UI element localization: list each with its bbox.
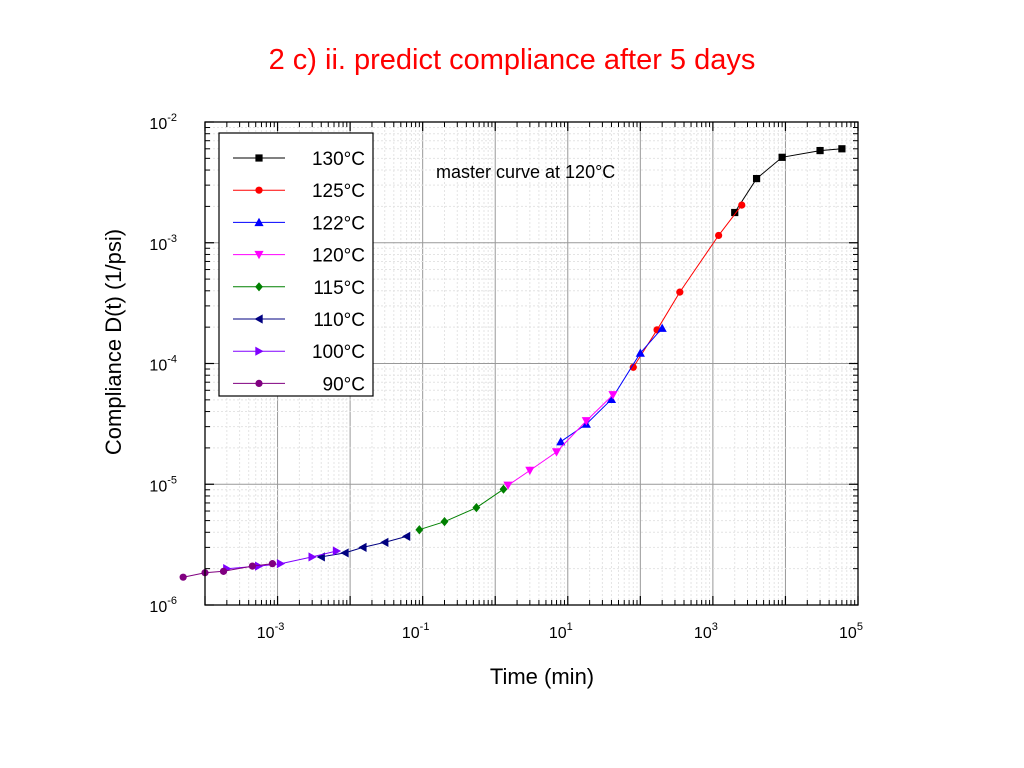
series-3 [503, 391, 618, 490]
series-line [560, 327, 663, 443]
data-point [556, 437, 566, 446]
data-point [268, 560, 277, 568]
data-point [551, 448, 562, 457]
legend-label: 115°C [313, 278, 365, 299]
data-point [635, 348, 645, 357]
data-point [503, 481, 513, 490]
slide-title: 2 c) ii. predict compliance after 5 days [268, 44, 756, 76]
series-6 [223, 546, 342, 574]
legend-label: 90°C [323, 374, 365, 395]
y-axis-title: Compliance D(t) (1/psi) [101, 229, 126, 455]
data-point [738, 201, 746, 209]
x-axis-title: Time (min) [490, 664, 594, 689]
annotation-master-curve: master curve at 120°C [436, 162, 615, 182]
tick-labels: 10-3 10-1 101 103 105 10-6 10-5 10-4 10-3 10-2 [149, 112, 863, 642]
y-tick-label: 10-4 [149, 354, 177, 375]
data-point [276, 559, 286, 569]
data-point [499, 484, 508, 494]
series-layer [179, 145, 846, 581]
y-tick-label: 10-6 [149, 595, 177, 616]
data-point [472, 503, 481, 513]
legend-label: 122°C [312, 213, 365, 234]
data-point [340, 548, 349, 558]
x-tick-label: 101 [549, 621, 573, 642]
legend-label: 100°C [312, 342, 365, 363]
legend-box [218, 132, 374, 397]
data-point [838, 145, 846, 153]
series-7 [179, 560, 277, 581]
data-point [248, 562, 256, 570]
data-point [778, 153, 786, 161]
series-line [226, 550, 337, 570]
data-point [415, 525, 424, 535]
data-point [752, 174, 761, 183]
data-point [308, 552, 317, 562]
data-point [179, 573, 187, 581]
x-tick-label: 10-1 [402, 621, 430, 642]
series-4 [415, 484, 508, 535]
series-0 [731, 145, 846, 217]
data-point [657, 323, 667, 332]
data-point [606, 394, 617, 404]
legend-label: 110°C [313, 310, 365, 331]
legend: 130°C 125°C 122°C 120°C 115°C 110°C 100°C 90°C [218, 132, 374, 397]
data-point [715, 231, 723, 240]
x-tick-label: 10-3 [257, 621, 285, 642]
x-tick-label: 103 [694, 621, 718, 642]
y-tick-label: 10-2 [149, 112, 177, 133]
data-point [401, 531, 411, 541]
data-point [380, 537, 389, 547]
legend-label: 120°C [312, 246, 365, 267]
data-point [581, 417, 591, 426]
legend-marker [255, 282, 263, 292]
data-point [525, 466, 535, 476]
legend-marker [254, 250, 264, 260]
x-tick-label: 105 [839, 621, 863, 642]
legend-marker [255, 379, 263, 387]
y-tick-label: 10-5 [149, 474, 177, 495]
series-line [183, 563, 273, 578]
data-point [219, 567, 228, 575]
legend-marker [255, 346, 264, 356]
series-5 [316, 531, 411, 562]
data-point [440, 517, 449, 527]
data-point [608, 391, 618, 400]
legend-marker [255, 186, 263, 194]
data-point [676, 288, 684, 296]
series-line [419, 488, 504, 531]
ticks [204, 121, 859, 606]
data-point [629, 363, 637, 371]
y-tick-label: 10-3 [149, 233, 177, 254]
legend-marker [255, 154, 263, 162]
data-point [816, 146, 824, 155]
data-point [332, 546, 342, 556]
legend-label: 125°C [312, 181, 365, 202]
legend-marker [254, 314, 263, 324]
data-point [731, 208, 739, 217]
legend-marker [254, 217, 264, 227]
data-point [255, 561, 264, 571]
legend-label: 130°C [312, 149, 365, 170]
data-point [358, 542, 367, 552]
